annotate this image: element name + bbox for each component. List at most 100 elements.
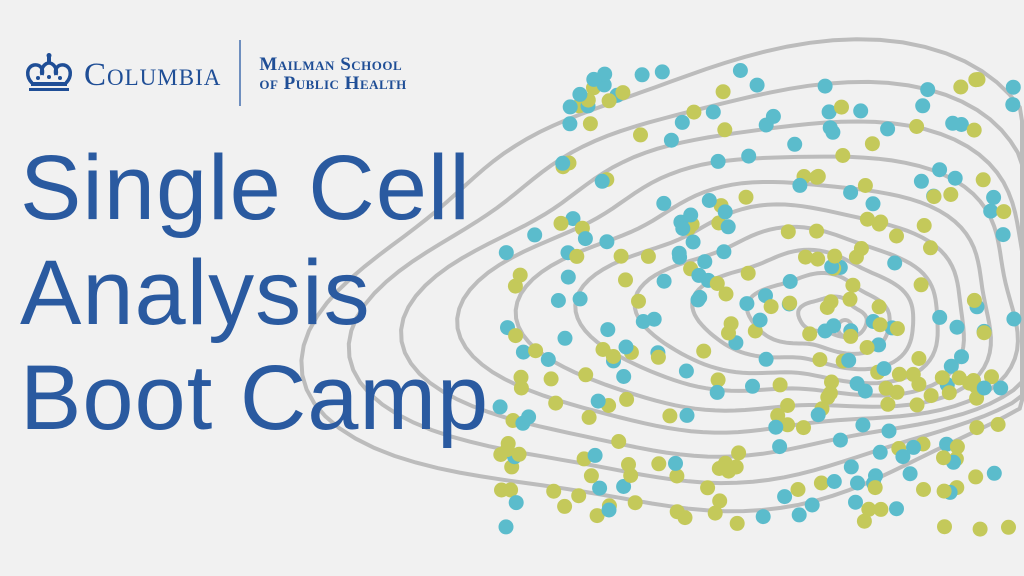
cell-dot bbox=[668, 455, 683, 471]
cell-dot bbox=[709, 384, 725, 400]
cell-dot bbox=[817, 323, 833, 339]
cell-dot bbox=[864, 136, 880, 152]
cell-dot bbox=[508, 495, 524, 511]
cell-dot bbox=[986, 189, 1002, 205]
cell-dot bbox=[557, 498, 573, 514]
cell-dot bbox=[589, 508, 605, 524]
cell-dot bbox=[872, 444, 888, 460]
cell-dot bbox=[577, 231, 593, 247]
cell-dot bbox=[581, 409, 597, 425]
cell-dot bbox=[572, 291, 588, 307]
cell-dot bbox=[923, 240, 938, 256]
cell-dot bbox=[669, 468, 685, 484]
cell-dot bbox=[969, 420, 985, 436]
cell-dot bbox=[878, 380, 894, 396]
cell-dot bbox=[796, 420, 811, 436]
cell-dot bbox=[763, 299, 779, 315]
cell-dot bbox=[611, 434, 627, 449]
cell-dot bbox=[972, 521, 988, 537]
cell-dot bbox=[780, 224, 796, 240]
cell-dot bbox=[640, 248, 656, 264]
cell-dot bbox=[513, 369, 529, 385]
cell-dot bbox=[635, 314, 651, 329]
cell-dot bbox=[498, 245, 514, 261]
cell-dot bbox=[679, 407, 695, 423]
cell-dot bbox=[843, 185, 859, 200]
cell-dot bbox=[954, 349, 969, 365]
cell-dot bbox=[983, 203, 999, 219]
cell-dot bbox=[772, 439, 788, 455]
cell-dot bbox=[572, 86, 588, 102]
cell-dot bbox=[768, 419, 784, 435]
cell-dot bbox=[721, 325, 736, 341]
cell-dot bbox=[809, 223, 825, 239]
cell-dot bbox=[823, 294, 839, 310]
cell-dot bbox=[513, 380, 529, 396]
cell-dot bbox=[758, 351, 774, 367]
cell-dot bbox=[508, 328, 524, 344]
cell-dot bbox=[503, 482, 519, 498]
cell-dot bbox=[669, 504, 685, 520]
cell-dot bbox=[943, 187, 959, 202]
cell-dot bbox=[732, 63, 748, 78]
cell-dot bbox=[909, 397, 925, 413]
cell-dot bbox=[842, 291, 858, 307]
cell-dot bbox=[871, 337, 887, 353]
cell-dot bbox=[966, 292, 982, 308]
cell-dot bbox=[934, 370, 950, 386]
cell-dot bbox=[710, 372, 726, 388]
cell-dot bbox=[792, 177, 808, 193]
cell-dot bbox=[557, 330, 573, 346]
cell-dot bbox=[560, 269, 576, 285]
cell-dot bbox=[968, 469, 984, 485]
cell-dot bbox=[1006, 311, 1022, 327]
cell-dot bbox=[873, 501, 889, 517]
cell-dot bbox=[970, 72, 986, 87]
cell-dot bbox=[787, 136, 803, 152]
cell-dot bbox=[859, 211, 875, 227]
cell-dot bbox=[810, 407, 826, 423]
cell-dot bbox=[835, 148, 851, 163]
cell-dot bbox=[780, 398, 796, 413]
cell-dot bbox=[891, 366, 907, 382]
cell-dot bbox=[941, 385, 957, 401]
cell-dot bbox=[936, 483, 952, 499]
cell-dot bbox=[701, 193, 717, 208]
cell-dot bbox=[996, 204, 1012, 220]
cell-dot bbox=[569, 248, 585, 264]
cell-dot bbox=[511, 446, 527, 462]
cell-dot bbox=[571, 488, 587, 504]
cell-dot bbox=[623, 468, 639, 483]
cell-dot bbox=[810, 168, 826, 184]
cell-dot bbox=[976, 380, 992, 396]
cell-dot bbox=[492, 399, 508, 415]
cell-dot bbox=[909, 119, 925, 134]
cell-dot bbox=[949, 439, 965, 455]
cell-dot bbox=[915, 98, 931, 114]
cell-dot bbox=[663, 132, 679, 148]
cell-dot bbox=[1005, 97, 1021, 113]
cell-dot bbox=[949, 319, 965, 335]
cell-dot bbox=[717, 122, 733, 138]
cell-dot bbox=[923, 388, 939, 404]
cell-dot bbox=[590, 393, 606, 409]
cell-dot bbox=[849, 376, 865, 392]
cell-dot bbox=[853, 103, 869, 119]
title-line-2: Analysis bbox=[20, 242, 371, 344]
cell-dot bbox=[601, 93, 617, 109]
cell-dot bbox=[619, 391, 635, 407]
cell-dot bbox=[711, 461, 727, 476]
cell-dot bbox=[765, 108, 781, 124]
cell-dot bbox=[675, 221, 691, 236]
cell-dot bbox=[749, 77, 765, 93]
cell-dot bbox=[845, 277, 861, 293]
cell-dot bbox=[578, 367, 594, 383]
cell-dot bbox=[613, 248, 629, 264]
cell-dot bbox=[674, 114, 690, 130]
cell-dot bbox=[887, 255, 903, 271]
cell-dot bbox=[565, 211, 581, 227]
cell-dot bbox=[906, 439, 921, 455]
cell-dot bbox=[926, 189, 942, 205]
cell-dot bbox=[798, 249, 813, 265]
